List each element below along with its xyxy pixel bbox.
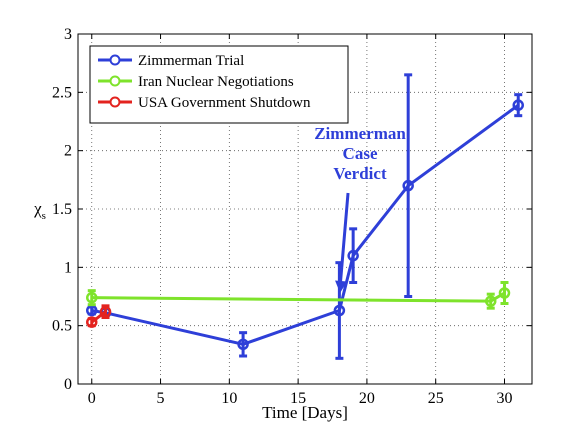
- y-tick-label: 0.5: [52, 318, 72, 335]
- x-tick-label: 15: [290, 390, 306, 407]
- legend: Zimmerman Trial Iran Nuclear Negotiations…: [89, 45, 349, 124]
- legend-entry-1: Zimmerman Trial: [98, 53, 244, 69]
- data-point: [99, 305, 112, 318]
- data-point: [333, 304, 346, 317]
- annotation-text: Zimmerman: [314, 124, 406, 143]
- legend-entry-2: Iran Nuclear Negotiations: [98, 74, 294, 90]
- data-point: [347, 249, 359, 262]
- x-tick-label: 25: [428, 390, 444, 407]
- legend-label: USA Government Shutdown: [138, 95, 311, 111]
- annotation-arrow-head: [335, 280, 348, 293]
- y-tick-label: 1: [64, 259, 72, 276]
- axes: 0 5 10 15 20 25 30 0 0.5 1 1.5 2 2.5 3: [52, 26, 532, 407]
- legend-label: Zimmerman Trial: [138, 53, 244, 69]
- data-point: [86, 316, 98, 328]
- annotation-text: Verdict: [333, 164, 387, 183]
- data-point: [237, 338, 249, 351]
- x-tick-label: 10: [221, 390, 237, 407]
- annotation-text: Case: [343, 144, 378, 163]
- y-tick-label: 1.5: [52, 201, 72, 218]
- plot-frame: [77, 33, 533, 385]
- x-tick-label: 20: [359, 390, 375, 407]
- data-point: [86, 291, 98, 304]
- legend-swatch-marker: [109, 96, 121, 108]
- x-tick-label: 5: [157, 390, 165, 407]
- series-3: [86, 304, 112, 328]
- y-axis-title-main: χ: [33, 199, 42, 218]
- legend-entry-3: USA Government Shutdown: [98, 95, 311, 111]
- x-axis-title: Time [Days]: [262, 403, 348, 422]
- y-tick-label: 2: [64, 143, 72, 160]
- legend-swatch-marker: [109, 54, 121, 66]
- data-point: [498, 287, 511, 299]
- y-axis-title-sub: s: [42, 210, 46, 222]
- data-point: [484, 295, 497, 307]
- series-2: [86, 281, 511, 310]
- annotation-arrow-shaft: [338, 192, 350, 288]
- y-tick-label: 0: [64, 376, 72, 393]
- y-axis-title: χs: [33, 199, 46, 222]
- y-tick-label: 3: [64, 26, 72, 43]
- x-tick-label: 0: [88, 390, 96, 407]
- data-point: [512, 99, 524, 111]
- legend-box: [89, 45, 349, 124]
- legend-label: Iran Nuclear Negotiations: [138, 74, 294, 90]
- series-layer: [86, 73, 524, 360]
- legend-swatch-marker: [109, 75, 121, 87]
- y-tick-label: 2.5: [52, 84, 72, 101]
- data-point: [402, 179, 414, 192]
- x-tick-label: 30: [496, 390, 512, 407]
- series-line: [90, 310, 107, 324]
